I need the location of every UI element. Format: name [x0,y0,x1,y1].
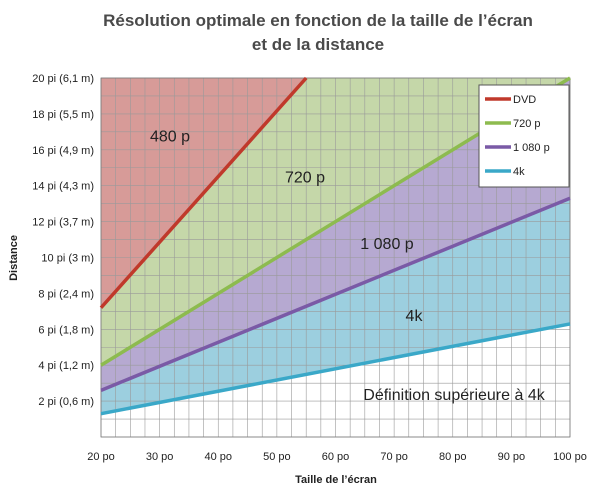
y-tick-label: 16 pi (4,9 m) [32,145,94,157]
x-tick-label: 30 po [146,451,174,463]
y-tick-label: 14 pi (4,3 m) [32,181,94,193]
x-tick-label: 70 po [380,451,408,463]
chart-title-line-1: Résolution optimale en fonction de la ta… [103,11,533,30]
y-tick-label: 18 pi (5,5 m) [32,109,94,121]
region-labels-layer: 480 p 720 p 1 080 p 4k Définition supérieure… [150,128,546,403]
y-tick-label: 8 pi (2,4 m) [38,288,94,300]
y-tick-label: 12 pi (3,7 m) [32,217,94,229]
tick-labels-layer: 20 po 30 po 40 po 50 po 60 po 70 po 80 po 90 po… [32,73,587,463]
legend-item-dvd-label: DVD [513,94,536,106]
legend-item-1080p-label: 1 080 p [513,142,550,154]
x-tick-label: 40 po [204,451,232,463]
x-axis-title: Taille de l’écran [295,474,377,486]
x-tick-label: 60 po [322,451,350,463]
x-tick-label: 90 po [498,451,526,463]
x-tick-label: 100 po [553,451,587,463]
y-tick-label: 2 pi (0,6 m) [38,396,94,408]
series-lines-layer [99,76,571,416]
y-tick-label: 20 pi (6,1 m) [32,73,94,85]
region-label-4k: 4k [406,308,424,325]
legend-item-4k-label: 4k [513,166,525,178]
legend: DVD 720 p 1 080 p 4k [478,84,570,188]
y-tick-label: 6 pi (1,8 m) [38,324,94,336]
region-label-480p: 480 p [150,128,190,145]
region-label-1080p: 1 080 p [360,236,413,253]
legend-item-720p-label: 720 p [513,118,541,130]
chart-title-line-2: et de la distance [252,35,384,54]
y-tick-label: 10 pi (3 m) [41,253,94,265]
y-axis-title: Distance [8,235,20,281]
line-dvd [99,76,308,309]
x-tick-label: 20 po [87,451,115,463]
plot-frame [100,77,571,438]
x-tick-label: 50 po [263,451,291,463]
line-4k [100,322,571,416]
line-1080p [100,196,571,392]
x-tick-label: 80 po [439,451,467,463]
y-tick-label: 4 pi (1,2 m) [38,360,94,372]
region-label-720p: 720 p [285,170,325,187]
region-label-above-4k: Définition supérieure à 4k [363,387,545,404]
